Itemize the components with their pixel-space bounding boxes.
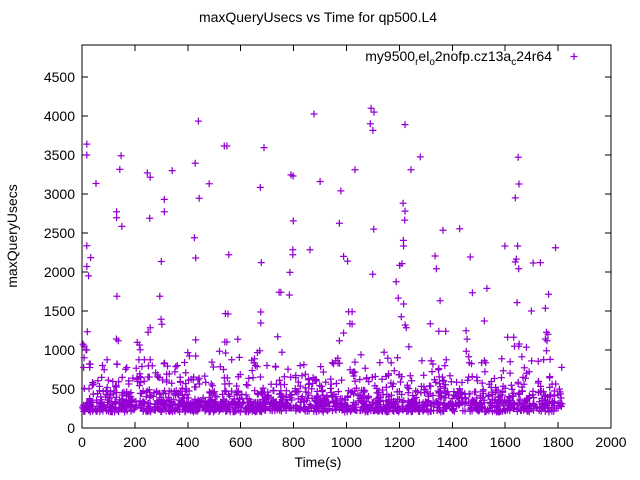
x-tick-label: 1200: [384, 434, 415, 450]
x-tick-label: 1000: [331, 434, 362, 450]
legend-plus-icon: [570, 53, 578, 60]
plot-border: [81, 44, 612, 429]
x-tick-label: 600: [229, 434, 253, 450]
y-tick-label: 1000: [44, 342, 75, 358]
y-tick-label: 3000: [44, 186, 75, 202]
y-tick-label: 4500: [44, 69, 75, 85]
y-tick-label: 3500: [44, 147, 75, 163]
axes: [81, 44, 612, 429]
data-points: [79, 104, 566, 416]
x-tick-label: 200: [123, 434, 147, 450]
y-tick-label: 0: [67, 420, 75, 436]
x-axis-label: Time(s): [295, 454, 342, 470]
y-tick-label: 2500: [44, 225, 75, 241]
x-tick-label: 1600: [490, 434, 521, 450]
legend-series-label: my9500relo2nofp.cz13ac24r64: [365, 48, 552, 68]
y-tick-label: 1500: [44, 303, 75, 319]
y-tick-label: 500: [52, 381, 76, 397]
x-tick-label: 800: [282, 434, 306, 450]
y-tick-label: 4000: [44, 108, 75, 124]
x-tick-label: 400: [176, 434, 200, 450]
x-axis-tick-labels: 0 200 400 600 800 1000 1200 1400 1600 1800 2000: [78, 434, 627, 450]
x-tick-label: 0: [78, 434, 86, 450]
y-tick-label: 2000: [44, 264, 75, 280]
x-tick-label: 2000: [595, 434, 626, 450]
y-axis-tick-labels: 0 500 1000 1500 2000 2500 3000 3500 4000 4500: [44, 69, 75, 436]
legend: my9500relo2nofp.cz13ac24r64: [365, 48, 578, 68]
x-tick-label: 1800: [543, 434, 574, 450]
chart-title: maxQueryUsecs vs Time for qp500.L4: [199, 9, 437, 25]
x-tick-label: 1400: [437, 434, 468, 450]
y-axis-label: maxQueryUsecs: [4, 184, 20, 287]
